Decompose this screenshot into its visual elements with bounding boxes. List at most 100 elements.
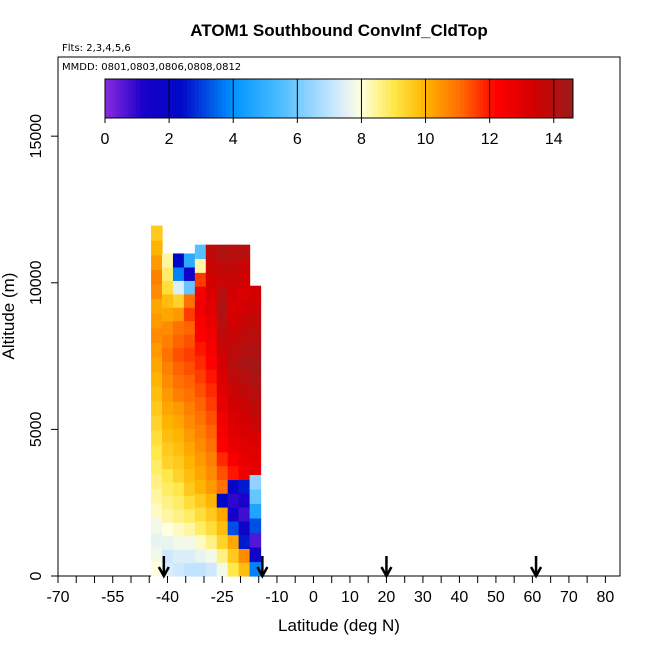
heatmap-cell [183, 562, 196, 577]
colorbar-swatch [132, 79, 137, 118]
heatmap-cell [151, 517, 163, 533]
colorbar-swatch [510, 79, 515, 118]
x-tick-label: 50 [487, 589, 505, 606]
colorbar-swatch [526, 79, 531, 118]
heatmap-cell [238, 562, 251, 577]
colorbar-swatch [257, 79, 262, 118]
heatmap-cell [151, 430, 163, 446]
heatmap-cell [227, 313, 240, 329]
heatmap-cell [205, 355, 218, 370]
heatmap-cell [151, 532, 163, 548]
heatmap-cell [162, 307, 174, 322]
heatmap-cell [227, 451, 240, 467]
heatmap-cell [194, 368, 207, 384]
heatmap-cell [205, 534, 218, 549]
heatmap-cell [238, 355, 251, 370]
colorbar-swatch [506, 79, 512, 118]
colorbar-swatch [186, 79, 192, 118]
heatmap-cell [172, 360, 185, 376]
heatmap-cell [183, 360, 196, 376]
colorbar-swatch [268, 79, 274, 118]
colorbar-swatch [300, 79, 305, 118]
heatmap-cells [151, 225, 262, 577]
heatmap-cell [162, 535, 174, 550]
heatmap-cell [249, 401, 262, 417]
colorbar-swatch [385, 79, 391, 118]
heatmap-cell [183, 535, 196, 550]
heatmap-cell [183, 428, 196, 443]
colorbar-swatch [241, 79, 246, 118]
colorbar-swatch [537, 79, 543, 118]
heatmap-cell [183, 455, 196, 470]
colorbar-swatch [202, 79, 207, 118]
heatmap-cell [216, 479, 229, 494]
colorbar-swatch [428, 79, 434, 118]
heatmap-cell [216, 299, 229, 315]
colorbar-swatch [471, 79, 476, 118]
colorbar-tick-label: 8 [357, 131, 366, 148]
heatmap-cell [205, 437, 218, 453]
heatmap-cell [172, 253, 185, 268]
heatmap-cell [238, 341, 251, 356]
heatmap-cell [151, 298, 163, 314]
colorbar-swatch [393, 79, 398, 118]
heatmap-cell [249, 329, 262, 345]
colorbar-swatch [362, 79, 367, 118]
colorbar-swatch [350, 79, 356, 118]
heatmap-cell [151, 459, 163, 475]
colorbar-swatch [249, 79, 254, 118]
heatmap-cell [162, 280, 174, 295]
heatmap-cell [162, 266, 174, 281]
heatmap-cell [238, 368, 251, 384]
colorbar-swatch [171, 79, 176, 118]
heatmap-cell [216, 396, 229, 411]
heatmap-cell [172, 414, 185, 429]
heatmap-cell [216, 313, 229, 329]
heatmap-cell [194, 520, 207, 536]
colorbar-swatch [483, 79, 488, 118]
colorbar-swatch [140, 79, 145, 118]
heatmap-cell [227, 272, 240, 287]
y-axis-label: Altitude (m) [0, 273, 18, 360]
heatmap-cell [172, 468, 185, 483]
heatmap-cell [227, 562, 240, 577]
heatmap-cell [162, 387, 174, 402]
x-tick-label: 30 [414, 589, 432, 606]
heatmap-cell [249, 532, 262, 548]
heatmap-cell [227, 410, 240, 425]
flights-label: Flts: 2,3,4,5,6 [62, 43, 131, 54]
colorbar-swatch [288, 79, 293, 118]
heatmap-cell [216, 258, 229, 273]
heatmap-cell [172, 455, 185, 470]
heatmap-cell [205, 299, 218, 315]
heatmap-cell [151, 386, 163, 402]
heatmap-cell [162, 508, 174, 523]
heatmap-cell [238, 548, 251, 563]
heatmap-cell [162, 374, 174, 389]
heatmap-cell [205, 286, 218, 301]
chart-title: ATOM1 Southbound ConvInf_CldTop [190, 21, 487, 40]
heatmap-cell [151, 400, 163, 416]
heatmap-cell [238, 520, 251, 536]
heatmap-cell [205, 451, 218, 467]
colorbar-swatch [553, 79, 558, 118]
heatmap-cell [238, 313, 251, 329]
heatmap-cell [238, 382, 251, 398]
colorbar-swatch [370, 79, 375, 118]
heatmap-cell [172, 441, 185, 456]
heatmap-cell [227, 424, 240, 439]
heatmap-cell [205, 548, 218, 563]
heatmap-cell [172, 280, 185, 295]
heatmap-cell [172, 320, 185, 335]
colorbar-swatch [354, 79, 359, 118]
colorbar-swatch [225, 79, 231, 118]
colorbar-swatch [218, 79, 223, 118]
y-axis: 0 5000 10000 15000 [28, 114, 58, 580]
heatmap-cell [162, 293, 174, 308]
heatmap-cell [249, 445, 262, 461]
heatmap-cell [216, 548, 229, 563]
heatmap-cell [194, 548, 207, 563]
heatmap-cell [216, 355, 229, 370]
heatmap-cell [227, 493, 240, 508]
y-tick-label: 0 [28, 571, 45, 580]
